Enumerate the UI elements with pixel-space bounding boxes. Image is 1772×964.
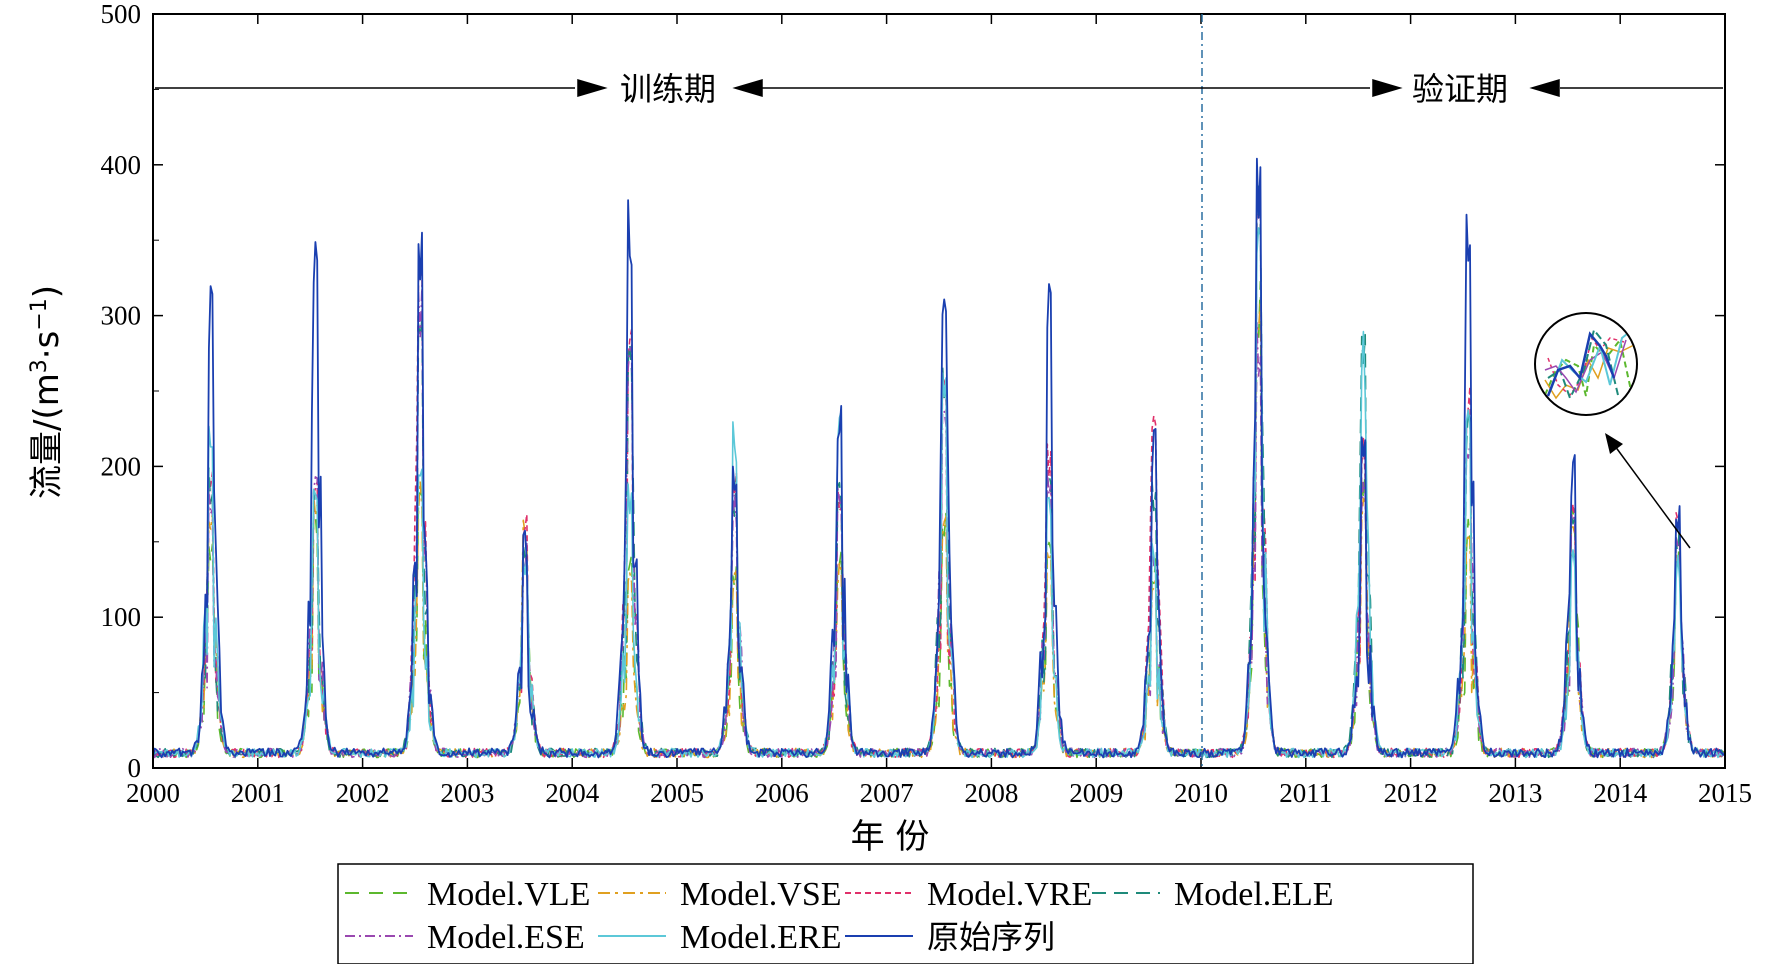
y-tick-label: 500 bbox=[101, 0, 142, 29]
legend-label-vre: Model.VRE bbox=[927, 876, 1092, 913]
plot-frame bbox=[152, 13, 1726, 769]
legend-label-ese: Model.ESE bbox=[427, 919, 585, 956]
x-tick-label: 2015 bbox=[1698, 778, 1752, 808]
x-tick-label: 2008 bbox=[964, 778, 1018, 808]
series-line-ele bbox=[153, 185, 1725, 759]
train-period-label: 训练期 bbox=[620, 70, 716, 108]
period-arrows bbox=[155, 78, 1723, 98]
y-tick-label: 400 bbox=[101, 150, 142, 180]
x-tick-label: 2012 bbox=[1384, 778, 1438, 808]
x-tick-label: 2010 bbox=[1174, 778, 1228, 808]
x-tick-label: 2011 bbox=[1279, 778, 1332, 808]
legend-label-ere: Model.ERE bbox=[680, 919, 841, 956]
legend-label-vse: Model.VSE bbox=[680, 876, 842, 913]
y-axis-title: 流量/(m3·s−1) bbox=[27, 285, 68, 499]
x-tick-label: 2013 bbox=[1488, 778, 1542, 808]
series-line-observed bbox=[153, 157, 1725, 759]
axis-layer: 2000 2001 2002 2003 2004 2005 2006 2007 2008 2009… bbox=[101, 0, 1753, 808]
x-tick-label: 2007 bbox=[860, 778, 914, 808]
y-tick-label: 0 bbox=[128, 753, 142, 783]
x-tick-label: 2004 bbox=[545, 778, 600, 808]
x-tick-label: 2000 bbox=[126, 778, 180, 808]
svg-text:流量/(m3·s−1): 流量/(m3·s−1) bbox=[27, 285, 68, 499]
y-tick-label: 300 bbox=[101, 301, 142, 331]
inset-pointer-arrow bbox=[1605, 433, 1691, 549]
valid-period-label: 验证期 bbox=[1412, 70, 1508, 108]
y-tick-label: 100 bbox=[101, 602, 142, 632]
series-layer bbox=[153, 157, 1725, 759]
legend-label-observed: 原始序列 bbox=[927, 918, 1055, 956]
x-tick-label: 2001 bbox=[231, 778, 285, 808]
x-axis-title: 年 份 bbox=[851, 817, 930, 857]
x-tick-label: 2003 bbox=[440, 778, 494, 808]
x-tick-label: 2009 bbox=[1069, 778, 1123, 808]
x-tick-label: 2006 bbox=[755, 778, 809, 808]
legend-label-ele: Model.ELE bbox=[1174, 876, 1334, 913]
x-tick-label: 2005 bbox=[650, 778, 704, 808]
y-tick-label: 200 bbox=[101, 451, 142, 481]
x-tick-label: 2014 bbox=[1593, 778, 1648, 808]
legend-box bbox=[337, 863, 1474, 964]
legend-label-vle: Model.VLE bbox=[427, 876, 590, 913]
legend: Model.VLE Model.VSE Model.VRE Model.ELE Mode… bbox=[337, 863, 1474, 964]
x-tick-label: 2002 bbox=[336, 778, 390, 808]
zoom-inset bbox=[1534, 312, 1638, 416]
series-line-vle bbox=[153, 280, 1725, 759]
